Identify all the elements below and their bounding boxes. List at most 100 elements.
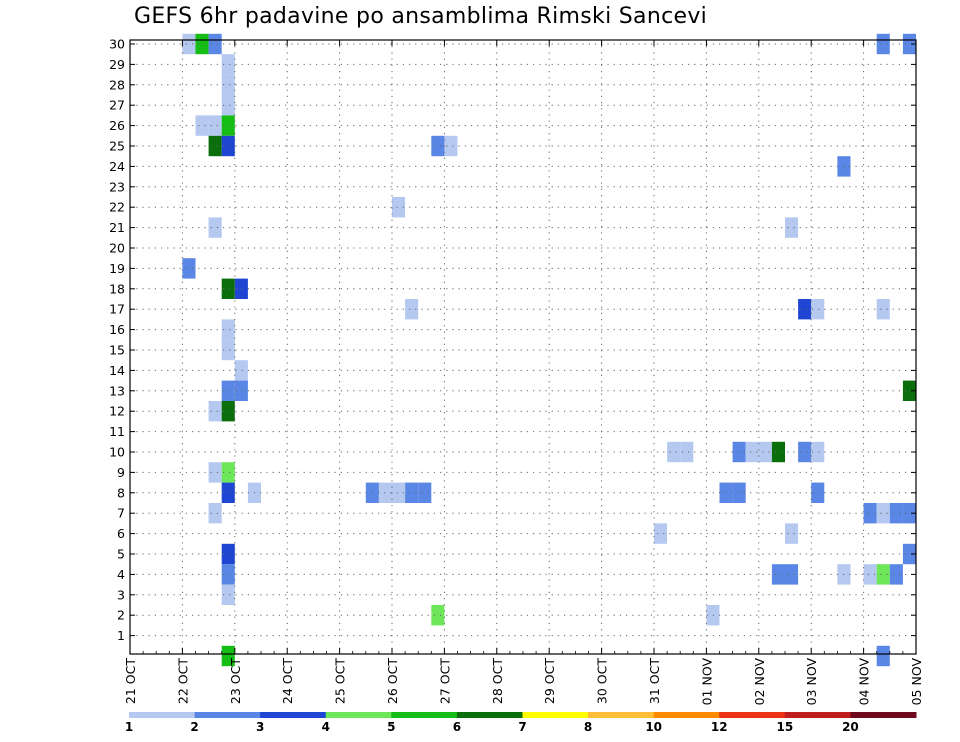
legend-swatch [260, 712, 327, 718]
y-tick-label: 7 [117, 506, 125, 521]
heatmap-cell [876, 645, 890, 667]
legend-swatch [194, 712, 261, 718]
heatmap-cell [863, 503, 877, 524]
y-tick-label: 25 [109, 139, 125, 154]
legend-swatch [850, 712, 917, 718]
y-tick-label: 20 [109, 241, 125, 256]
heatmap-cell [221, 564, 235, 585]
heatmap-cell [876, 564, 890, 585]
x-tick-label: 21 OCT [123, 658, 138, 704]
y-tick-label: 30 [109, 37, 125, 52]
heatmap-cell [221, 645, 235, 667]
heatmap-cell [418, 482, 432, 503]
plot-frame [129, 39, 917, 655]
legend-label: 6 [453, 720, 461, 734]
x-tick-label: 02 NOV [752, 658, 767, 706]
y-tick-label: 3 [117, 587, 125, 602]
x-tick-label: 01 NOV [699, 658, 714, 706]
y-tick-label: 2 [117, 608, 125, 623]
heatmap-cell [667, 441, 681, 463]
x-tick-label: 22 OCT [175, 658, 190, 704]
legend-swatch [784, 712, 851, 718]
legend-label: 12 [711, 720, 728, 734]
heatmap-cell [208, 462, 222, 483]
heatmap-cell [208, 503, 222, 524]
heatmap-cell [378, 482, 392, 503]
heatmap-cell [208, 135, 222, 157]
heatmap-cell [889, 503, 903, 524]
x-tick-label: 27 OCT [437, 658, 452, 704]
heatmap-cell [221, 401, 235, 422]
y-tick-label: 29 [109, 57, 125, 72]
y-tick-label: 15 [109, 343, 125, 358]
heatmap-cell [221, 380, 235, 401]
heatmap-cell [798, 441, 812, 463]
heatmap-cell [798, 299, 812, 320]
heatmap-cell [431, 605, 445, 626]
heatmap-cell [195, 33, 209, 55]
heatmap-cell [745, 441, 759, 463]
heatmap-cell [221, 278, 235, 299]
heatmap-cell [863, 564, 877, 585]
legend-swatch [588, 712, 655, 718]
x-axis: 21 OCT 22 OCT 23 OCT 24 OCT 25 OCT 26 OCT 27 O… [123, 40, 924, 705]
x-tick-label: 31 OCT [647, 658, 662, 704]
legend-label: 1 [125, 720, 133, 734]
y-tick-label: 6 [117, 526, 125, 541]
heatmap-cell [182, 33, 196, 55]
y-tick-label: 18 [109, 281, 125, 296]
heatmap-cell [208, 217, 222, 238]
y-tick-label: 16 [109, 322, 125, 337]
heatmap-cell [208, 401, 222, 422]
heatmap-cell [771, 441, 785, 463]
x-tick-label: 23 OCT [228, 658, 243, 704]
y-tick-label: 12 [109, 404, 125, 419]
heatmap-cell [889, 564, 903, 585]
heatmap-cell [221, 584, 235, 605]
y-tick-label: 22 [109, 200, 125, 215]
y-tick-label: 9 [117, 465, 125, 480]
heatmap-cell [680, 441, 694, 463]
legend-label: 4 [322, 720, 330, 734]
y-tick-label: 28 [109, 77, 125, 92]
x-tick-label: 26 OCT [385, 658, 400, 704]
x-tick-label: 25 OCT [333, 658, 348, 704]
heatmap-cell [221, 135, 235, 157]
heatmap-cell [221, 339, 235, 361]
heatmap-cell [221, 54, 235, 75]
legend-label: 3 [256, 720, 264, 734]
heatmap-cell [182, 258, 196, 279]
y-tick-label: 23 [109, 179, 125, 194]
heatmap-cell [221, 543, 235, 565]
x-tick-label: 03 NOV [804, 658, 819, 706]
grid-layer [130, 40, 916, 654]
legend-swatch [653, 712, 720, 718]
heatmap-cell [392, 482, 406, 503]
heatmap-cell [811, 482, 825, 503]
y-tick-label: 21 [109, 220, 125, 235]
heatmap-cell [221, 462, 235, 483]
y-tick-label: 17 [109, 302, 125, 317]
heatmap-cell [902, 33, 916, 55]
y-tick-label: 14 [109, 363, 125, 378]
heatmap-cell [811, 299, 825, 320]
legend-label: 8 [584, 720, 592, 734]
heatmap-cell [876, 299, 890, 320]
x-tick-label: 04 NOV [857, 658, 872, 706]
y-tick-label: 1 [117, 628, 125, 643]
y-tick-label: 13 [109, 383, 125, 398]
heatmap-cell [785, 523, 799, 544]
heatmap-cell [234, 380, 248, 401]
heatmap-cell [902, 543, 916, 565]
heatmap-cell [405, 299, 419, 320]
heatmap-cell [221, 115, 235, 136]
y-tick-label: 27 [109, 98, 125, 113]
heatmap-cell [785, 564, 799, 585]
legend-label: 7 [518, 720, 526, 734]
legend-swatch [719, 712, 786, 718]
heatmap-cell [654, 523, 668, 544]
legend-swatch [522, 712, 589, 718]
legend-label: 15 [776, 720, 793, 734]
y-tick-label: 24 [109, 159, 125, 174]
x-tick-label: 05 NOV [909, 658, 924, 706]
